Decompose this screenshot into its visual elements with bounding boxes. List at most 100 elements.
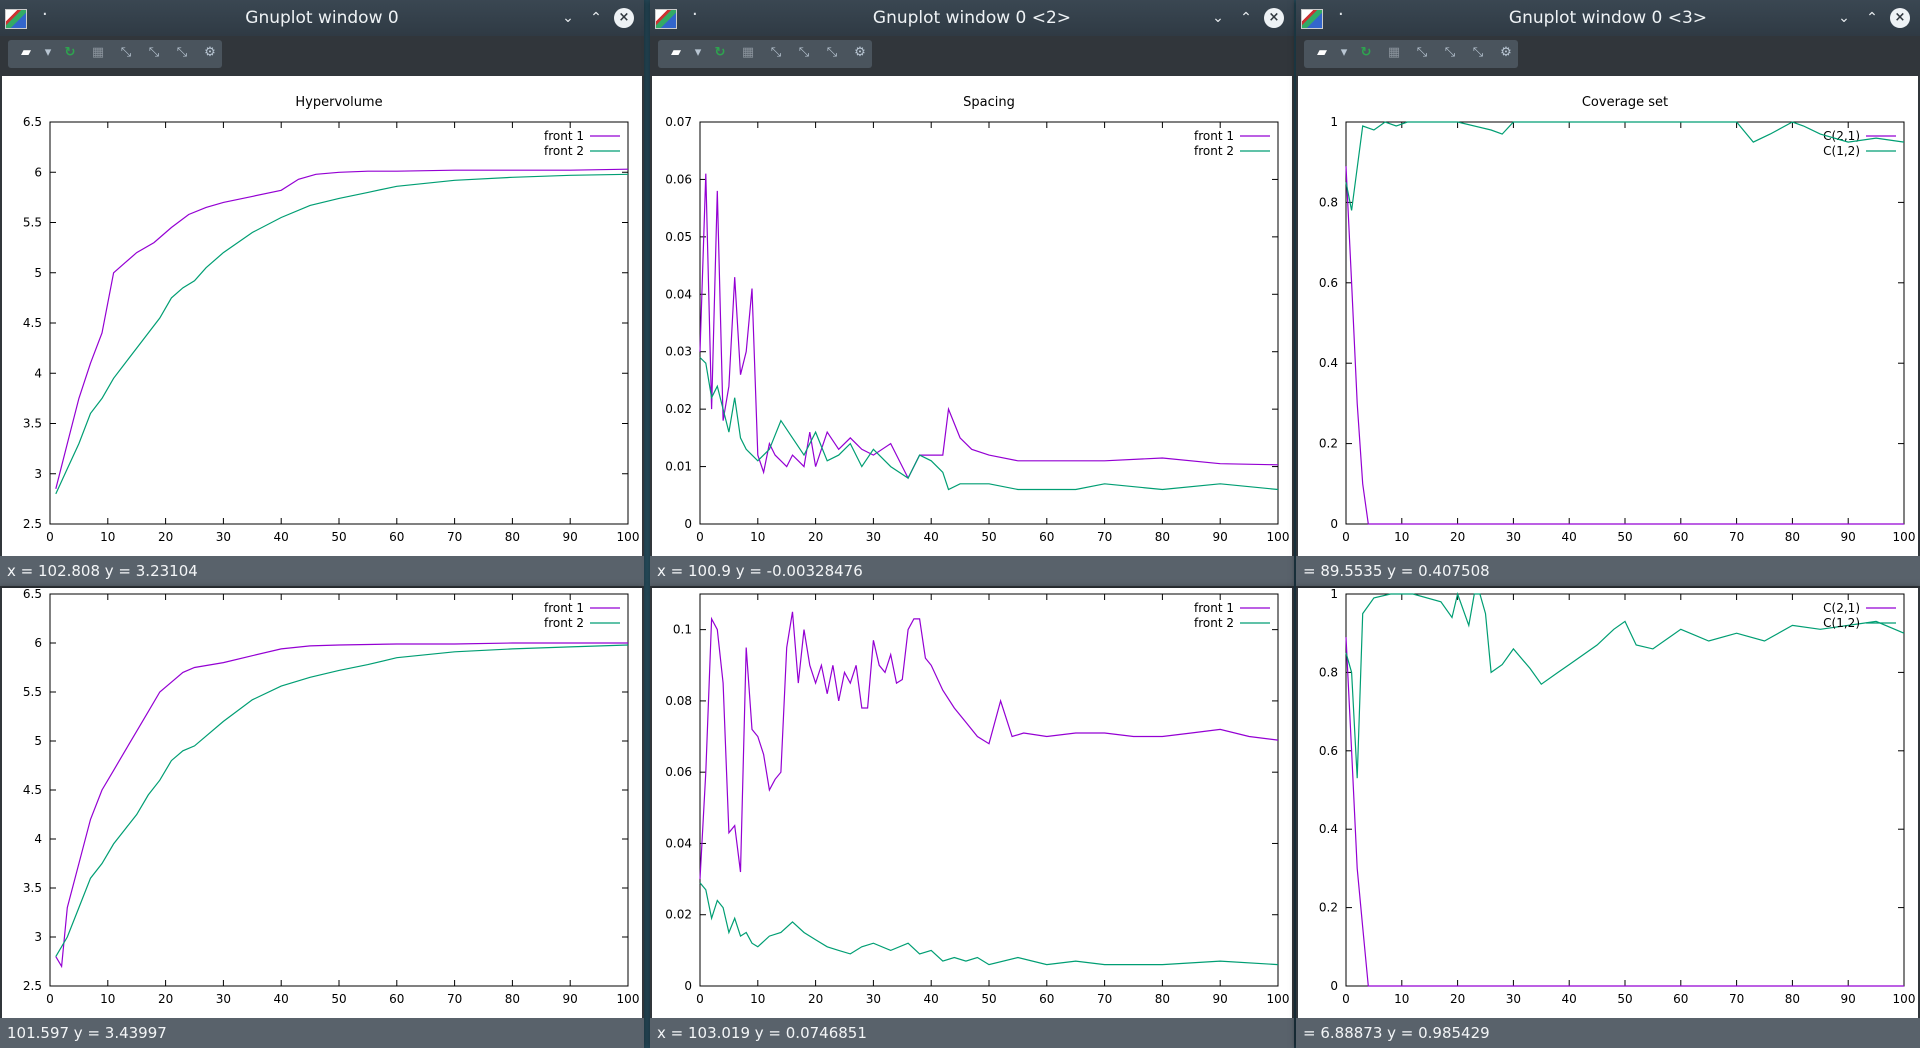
replot-icon[interactable]: ↻ [1360,45,1372,60]
gnuplot-window[interactable]: · Gnuplot window 0 <3> ⌄ ⌃ × ▰ ▾ ↻ ▦ ⤡ ⤡ ⤡ ⚙ Coverage… [1296,0,1920,588]
plot-area[interactable]: 0 10 20 30 40 50 60 70 80 90 100 0 0.02 0.04 0.06 0.08 0… [652,588,1292,1018]
maximize-button[interactable]: ⌃ [1240,10,1252,26]
plot-area[interactable]: 0 10 20 30 40 50 60 70 80 90 100 0 0.2 0.4 0.6 0.8 1 C(2,… [1298,588,1918,1018]
minimize-button[interactable]: ⌄ [562,10,574,26]
plot-area[interactable]: 0 10 20 30 40 50 60 70 80 90 100 2.5 3 3.5 4 4.5 5 5.5 6 6.… [2,588,642,1018]
export-icon[interactable]: ▰ [671,45,681,60]
plot-area[interactable]: Coverage set 0 10 20 30 40 50 60 70 80 90 100 0 0.2 0.… [1298,76,1918,556]
x-tick-label: 60 [389,992,404,1006]
x-tick-label: 70 [447,530,462,544]
replot-icon[interactable]: ↻ [714,45,726,60]
gnuplot-app-icon[interactable] [1301,9,1323,29]
gnuplot-window[interactable]: 0 10 20 30 40 50 60 70 80 90 100 2.5 3 3.5 4 4.5 5 5.5 6 6.… [0,588,644,1048]
export-icon[interactable]: ▰ [21,45,31,60]
plot-area[interactable]: Spacing 0 10 20 30 40 50 60 70 80 90 100 0 0.01 0.02 0.… [652,76,1292,556]
minimize-button[interactable]: ⌄ [1838,10,1850,26]
y-tick-label: 5 [34,734,42,748]
y-tick-label: 5.5 [23,685,42,699]
title-bar[interactable]: · Gnuplot window 0 <2> ⌄ ⌃ × [650,0,1294,36]
y-tick-label: 0.8 [1319,195,1338,209]
autoscale-icon[interactable]: ⤡ [1472,45,1484,60]
previous-zoom-icon[interactable]: ⤡ [1416,45,1428,60]
x-tick-label: 40 [274,530,289,544]
y-tick-label: 0.01 [665,460,692,474]
plot-area[interactable]: Hypervolume 0 10 20 30 40 50 60 70 80 90 100 2.5 3 3.5… [2,76,642,556]
y-tick-label: 4.5 [23,316,42,330]
grid-icon[interactable]: ▦ [91,45,105,60]
window-title: Gnuplot window 0 <2> [872,8,1072,28]
settings-icon[interactable]: ⚙ [854,45,866,60]
pin-icon[interactable]: · [692,4,698,25]
next-zoom-icon[interactable]: ⤡ [148,45,160,60]
x-tick-label: 70 [1097,530,1112,544]
autoscale-icon[interactable]: ⤡ [176,45,188,60]
chart: Hypervolume 0 10 20 30 40 50 60 70 80 90 100 2.5 3 3.5… [23,95,640,544]
y-tick-label: 0.6 [1319,744,1338,758]
series-line-1 [55,642,628,969]
close-button[interactable]: × [614,8,634,28]
minimize-button[interactable]: ⌄ [1212,10,1224,26]
x-tick-label: 0 [1342,530,1350,544]
y-tick-label: 4 [34,366,42,380]
x-tick-label: 70 [1729,992,1744,1006]
x-tick-label: 100 [1267,992,1290,1006]
y-tick-label: 3 [34,930,42,944]
settings-icon[interactable]: ⚙ [1500,45,1512,60]
x-tick-label: 100 [617,530,640,544]
gnuplot-window[interactable]: 0 10 20 30 40 50 60 70 80 90 100 0 0.02 0.04 0.06 0.08 0… [650,588,1294,1048]
x-tick-label: 20 [1450,992,1465,1006]
gnuplot-app-icon[interactable] [655,9,677,29]
chart: Coverage set 0 10 20 30 40 50 60 70 80 90 100 0 0.2 0.… [1319,95,1916,544]
gnuplot-app-icon[interactable] [5,9,27,29]
previous-zoom-icon[interactable]: ⤡ [120,45,132,60]
title-bar[interactable]: · Gnuplot window 0 ⌄ ⌃ × [0,0,644,36]
close-button[interactable]: × [1264,8,1284,28]
dropdown-icon[interactable]: ▾ [1340,45,1348,60]
gnuplot-window[interactable]: 0 10 20 30 40 50 60 70 80 90 100 0 0.2 0.4 0.6 0.8 1 C(2,… [1296,588,1920,1048]
x-tick-label: 30 [1506,530,1521,544]
dropdown-icon[interactable]: ▾ [694,45,702,60]
y-tick-label: 0 [684,979,692,993]
settings-icon[interactable]: ⚙ [204,45,216,60]
x-tick-label: 100 [1893,992,1916,1006]
next-zoom-icon[interactable]: ⤡ [1444,45,1456,60]
x-tick-label: 10 [100,992,115,1006]
y-tick-label: 4 [34,832,42,846]
series-line-2 [699,882,1279,966]
chart-title: Coverage set [1582,95,1668,110]
gnuplot-window[interactable]: · Gnuplot window 0 <2> ⌄ ⌃ × ▰ ▾ ↻ ▦ ⤡ ⤡ ⤡ ⚙ Spacing 0… [650,0,1294,588]
grid-icon[interactable]: ▦ [1387,45,1401,60]
legend-label: front 2 [544,144,584,158]
x-tick-label: 10 [1394,530,1409,544]
previous-zoom-icon[interactable]: ⤡ [770,45,782,60]
gnuplot-window[interactable]: · Gnuplot window 0 ⌄ ⌃ × ▰ ▾ ↻ ▦ ⤡ ⤡ ⤡ ⚙ Hypervolume 0… [0,0,644,588]
y-tick-label: 0.6 [1319,276,1338,290]
x-tick-label: 100 [1893,530,1916,544]
title-bar[interactable]: · Gnuplot window 0 <3> ⌄ ⌃ × [1296,0,1920,36]
plot-toolbar: ▰ ▾ ↻ ▦ ⤡ ⤡ ⤡ ⚙ [8,40,222,68]
pin-icon[interactable]: · [42,4,48,25]
x-tick-label: 70 [447,992,462,1006]
close-button[interactable]: × [1890,8,1910,28]
pin-icon[interactable]: · [1338,4,1344,25]
series-line-1 [1345,166,1904,525]
chart: 0 10 20 30 40 50 60 70 80 90 100 2.5 3 3.5 4 4.5 5 5.5 6 6.… [23,588,640,1006]
chart: 0 10 20 30 40 50 60 70 80 90 100 0 0.2 0.4 0.6 0.8 1 C(2,… [1319,588,1916,1006]
x-tick-label: 20 [808,530,823,544]
y-tick-label: 0.2 [1319,901,1338,915]
x-tick-label: 40 [1562,992,1577,1006]
dropdown-icon[interactable]: ▾ [44,45,52,60]
grid-icon[interactable]: ▦ [741,45,755,60]
x-tick-label: 40 [1562,530,1577,544]
autoscale-icon[interactable]: ⤡ [826,45,838,60]
x-tick-label: 0 [696,530,704,544]
legend-label: C(1,2) [1823,144,1860,158]
next-zoom-icon[interactable]: ⤡ [798,45,810,60]
window-title: Gnuplot window 0 <3> [1508,8,1708,28]
replot-icon[interactable]: ↻ [64,45,76,60]
legend-label: C(1,2) [1823,616,1860,630]
legend-label: front 1 [1194,601,1234,615]
export-icon[interactable]: ▰ [1317,45,1327,60]
maximize-button[interactable]: ⌃ [1866,10,1878,26]
maximize-button[interactable]: ⌃ [590,10,602,26]
